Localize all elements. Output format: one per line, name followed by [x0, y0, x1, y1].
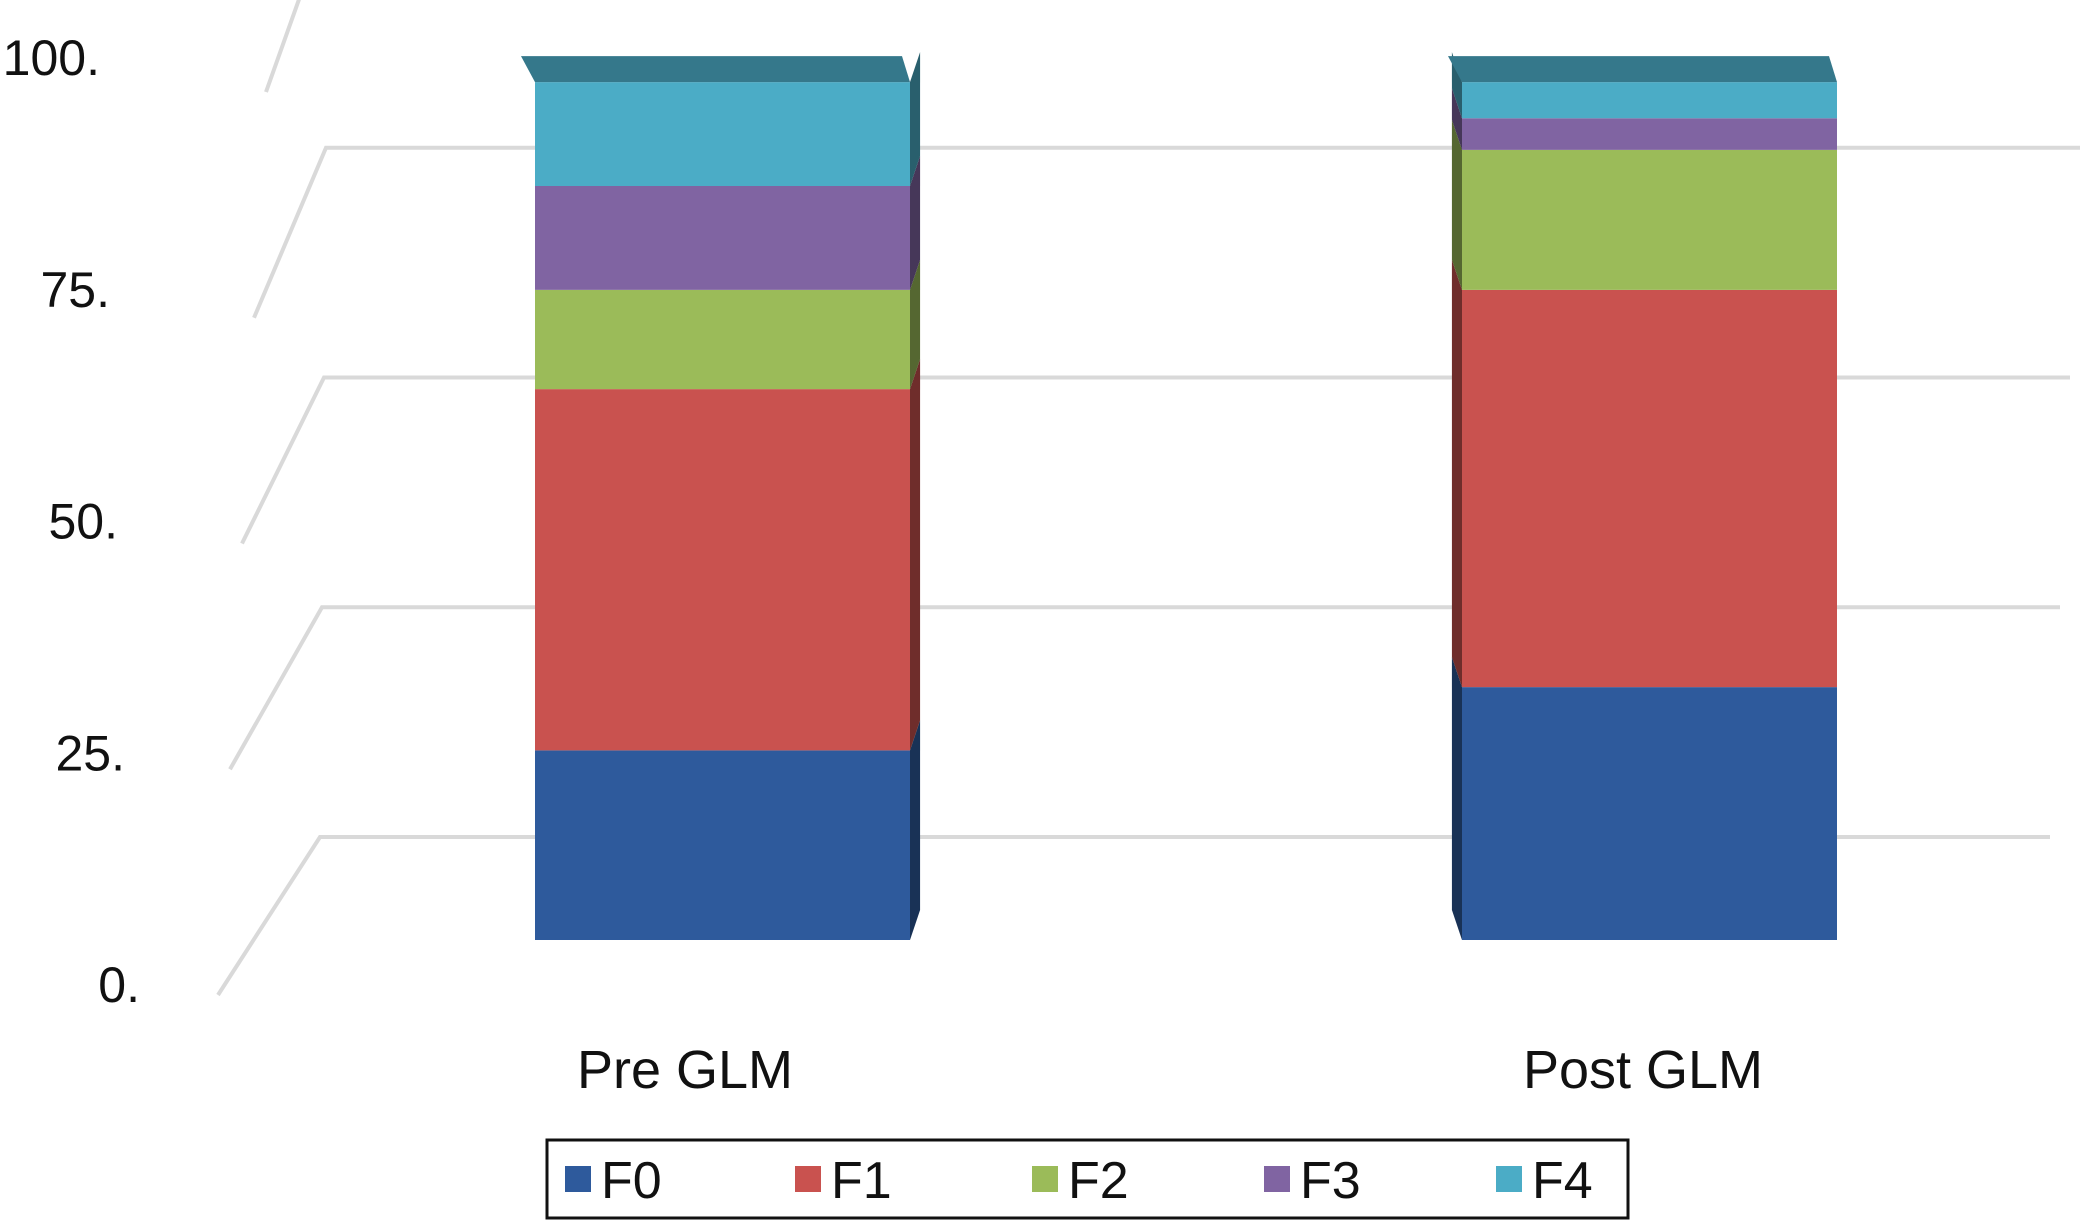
- gridline-4: [264, 0, 301, 93]
- legend: F0 F1 F2 F3 F4: [545, 1138, 1630, 1220]
- x-axis-category-labels: Pre GLM Post GLM: [577, 1040, 1763, 1100]
- legend-swatch-f4: [1496, 1166, 1522, 1192]
- bar-side-0-f2: [910, 259, 921, 390]
- legend-label-f0: F0: [601, 1152, 662, 1210]
- bar-group-0: [521, 52, 921, 940]
- legend-swatch-f1: [795, 1166, 821, 1192]
- bar-side-0-f1: [910, 359, 921, 751]
- bar-segment-0-f4: [535, 82, 910, 186]
- bar-top-0: [521, 56, 910, 83]
- legend-label-f3: F3: [1300, 1152, 1361, 1210]
- bar-side-1-f3: [1451, 88, 1462, 150]
- bar-segment-1-f2: [1462, 149, 1837, 290]
- bar-segment-0-f0: [535, 750, 910, 940]
- legend-swatch-f0: [565, 1166, 591, 1192]
- y-tick-label-0: 0.: [98, 957, 140, 1013]
- legend-label-f2: F2: [1068, 1152, 1129, 1210]
- legend-label-f4: F4: [1532, 1152, 1593, 1210]
- bar-segment-1-f0: [1462, 687, 1837, 940]
- legend-box: [545, 1138, 1630, 1220]
- bar-side-1-f2: [1451, 119, 1462, 290]
- y-tick-label-1: 25.: [55, 725, 125, 781]
- bar-segment-0-f1: [535, 389, 910, 751]
- x-category-label-0: Pre GLM: [577, 1040, 793, 1100]
- bar-segment-0-f2: [535, 289, 910, 390]
- bar-side-0-f4: [910, 52, 921, 186]
- bar-top-1: [1448, 56, 1837, 83]
- bar-side-1-f4: [1451, 52, 1462, 119]
- legend-label-f1: F1: [831, 1152, 892, 1210]
- bar-segment-0-f3: [535, 185, 910, 290]
- bar-side-1-f1: [1451, 259, 1462, 688]
- y-tick-label-2: 50.: [48, 494, 118, 550]
- y-axis-tick-labels: 0. 25. 50. 75. 100.: [3, 30, 140, 1013]
- bar-segment-1-f1: [1462, 289, 1837, 688]
- bar-segment-1-f4: [1462, 82, 1837, 119]
- bars: [521, 52, 1837, 940]
- bar-group-1: [1448, 52, 1837, 940]
- bar-side-0-f0: [910, 720, 921, 940]
- legend-swatch-f2: [1032, 1166, 1058, 1192]
- y-tick-label-3: 75.: [40, 262, 110, 318]
- x-category-label-1: Post GLM: [1523, 1040, 1763, 1100]
- bar-side-1-f0: [1451, 657, 1462, 940]
- legend-swatch-f3: [1264, 1166, 1290, 1192]
- y-tick-label-4: 100.: [3, 30, 100, 86]
- bar-segment-1-f3: [1462, 118, 1837, 150]
- bar-side-0-f3: [910, 155, 921, 290]
